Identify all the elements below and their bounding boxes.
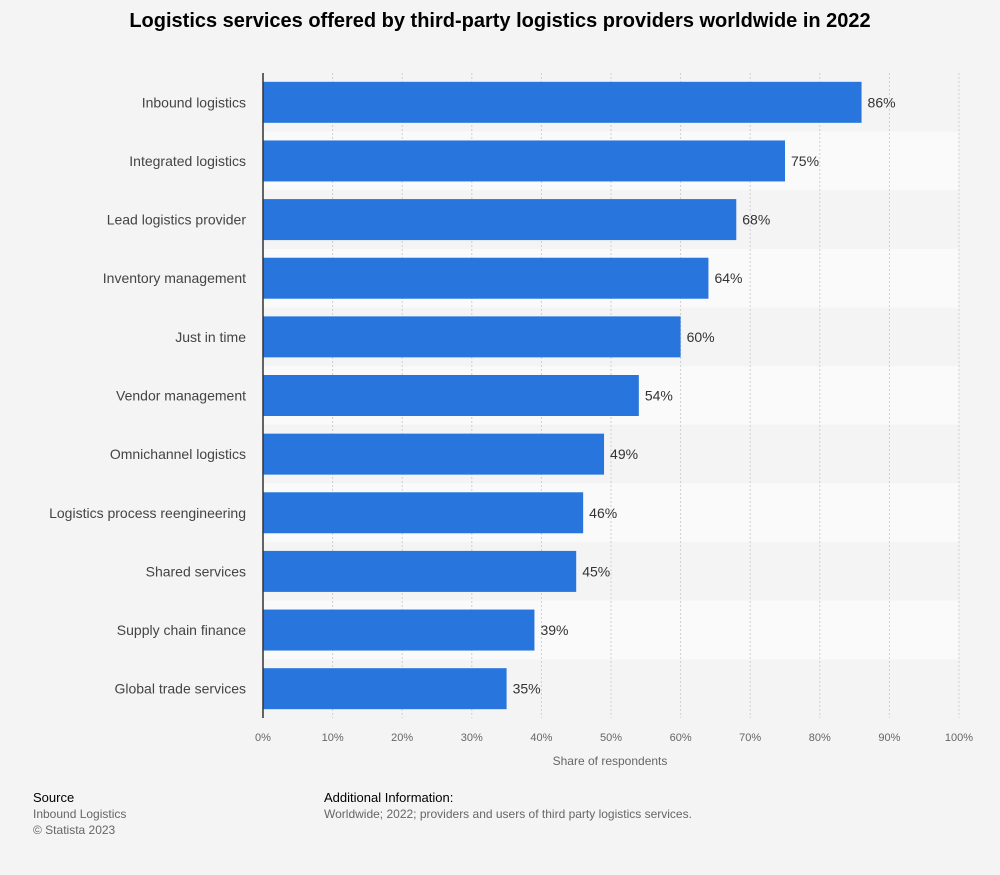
x-tick-label: 90% (878, 732, 900, 744)
x-tick-label: 0% (255, 732, 271, 744)
additional-info-text: Worldwide; 2022; providers and users of … (324, 807, 692, 821)
category-label: Lead logistics provider (107, 212, 247, 228)
additional-info-heading: Additional Information: (324, 790, 454, 805)
bar[interactable] (263, 433, 605, 475)
category-label: Integrated logistics (129, 153, 246, 169)
bar[interactable] (263, 492, 584, 534)
bar[interactable] (263, 550, 577, 592)
x-tick-label: 10% (322, 732, 344, 744)
category-label: Global trade services (114, 681, 246, 697)
bar[interactable] (263, 375, 639, 416)
x-tick-label: 70% (739, 732, 761, 744)
data-label: 75% (791, 153, 819, 169)
source-block: Source Inbound Logistics © Statista 2023 (33, 790, 126, 838)
category-label: Logistics process reengineering (49, 505, 246, 521)
bar-chart: Inbound logistics 86% Integrated logistics… (49, 73, 973, 768)
x-tick-label: 30% (461, 732, 483, 744)
x-tick-label: 80% (809, 732, 831, 744)
x-tick-label: 40% (530, 732, 552, 744)
x-tick-label: 20% (391, 732, 413, 744)
bar[interactable] (263, 316, 681, 358)
data-label: 86% (868, 94, 896, 110)
category-label: Supply chain finance (117, 622, 246, 638)
category-label: Vendor management (116, 388, 246, 404)
bar[interactable] (263, 668, 507, 710)
x-tick-label: 100% (945, 732, 973, 744)
source-name[interactable]: Inbound Logistics (33, 807, 127, 821)
x-tick-label: 60% (670, 732, 692, 744)
category-label: Just in time (175, 329, 246, 345)
x-axis-title: Share of respondents (553, 754, 668, 768)
bar[interactable] (263, 609, 535, 651)
data-label: 60% (687, 329, 715, 345)
data-label: 64% (714, 270, 742, 286)
data-label: 46% (589, 505, 617, 521)
chart-title: Logistics services offered by third-part… (129, 10, 871, 32)
bar[interactable] (263, 199, 737, 241)
copyright: © Statista 2023 (33, 823, 116, 837)
source-heading: Source (33, 790, 75, 805)
category-label: Shared services (146, 563, 246, 579)
data-label: 39% (540, 622, 568, 638)
data-label: 35% (513, 681, 541, 697)
category-label: Inbound logistics (142, 94, 246, 110)
bar[interactable] (263, 81, 862, 123)
additional-info-block: Additional Information: Worldwide; 2022;… (324, 790, 692, 822)
data-label: 49% (610, 446, 638, 462)
bar[interactable] (263, 140, 785, 182)
data-label: 54% (645, 388, 673, 404)
data-label: 45% (582, 563, 610, 579)
category-label: Inventory management (103, 270, 246, 286)
x-tick-label: 50% (600, 732, 622, 744)
category-label: Omnichannel logistics (110, 446, 246, 462)
bar[interactable] (263, 257, 709, 299)
data-label: 68% (742, 212, 770, 228)
